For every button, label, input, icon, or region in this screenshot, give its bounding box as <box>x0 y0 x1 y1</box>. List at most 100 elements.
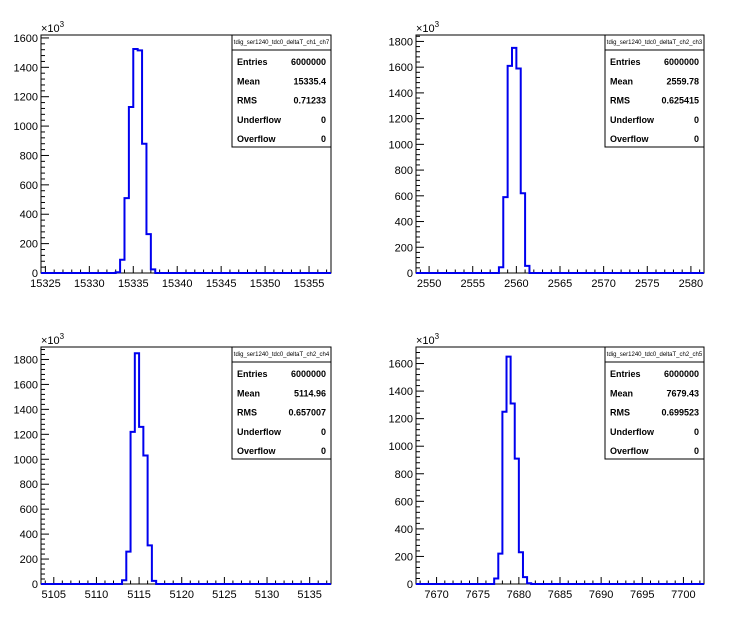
y-tick-label: 0 <box>32 268 38 280</box>
stats-value: 6000000 <box>664 57 699 67</box>
x-tick-label: 2565 <box>548 278 572 290</box>
histogram-panel: 15325 15330 15335 15340 15345 15350 15355 0 200 4… <box>14 20 332 290</box>
stats-box: tdig_ser1240_tdc0_deltaT_ch2_ch5 Entries 6… <box>604 346 705 460</box>
stats-value: 6000000 <box>664 369 699 379</box>
y-tick-label: 600 <box>395 496 413 508</box>
x-tick-label: 7690 <box>589 589 613 601</box>
stats-value: 0.625415 <box>661 96 699 106</box>
y-exponent-base: ×10 <box>41 335 60 347</box>
stats-value: 15335.4 <box>293 76 326 86</box>
y-tick-label: 1800 <box>389 36 413 48</box>
y-tick-label: 1600 <box>14 379 38 391</box>
histogram-outline <box>416 355 704 585</box>
stats-box: tdig_ser1240_tdc0_deltaT_ch2_ch4 Entries 6… <box>231 346 332 460</box>
y-tick-label: 1800 <box>14 354 38 366</box>
y-tick-label: 800 <box>20 479 38 491</box>
y-exponent-power: 3 <box>60 20 65 29</box>
stats-value: 7679.43 <box>666 388 699 398</box>
x-tick-label: 2560 <box>504 278 528 290</box>
y-tick-label: 0 <box>407 579 413 591</box>
stats-label: Underflow <box>237 115 282 125</box>
y-exponent-power: 3 <box>435 332 440 341</box>
stats-value: 0 <box>694 427 699 437</box>
y-tick-label: 200 <box>395 551 413 563</box>
stats-label: RMS <box>237 96 257 106</box>
stats-value: 0.699523 <box>661 408 699 418</box>
y-tick-label: 400 <box>395 217 413 229</box>
y-tick-label: 0 <box>407 268 413 280</box>
x-tick-label: 15335 <box>118 278 149 290</box>
y-tick-label: 1000 <box>14 454 38 466</box>
x-tick-label: 2550 <box>417 278 441 290</box>
y-exponent-label: ×103 <box>416 20 440 35</box>
x-tick-label: 15330 <box>74 278 105 290</box>
y-tick-label: 1000 <box>389 139 413 151</box>
stats-value: 0.71233 <box>293 96 326 106</box>
histogram-bin <box>512 48 516 273</box>
y-tick-label: 600 <box>20 180 38 192</box>
stats-label: Entries <box>237 57 268 67</box>
stats-box-frame <box>604 346 705 460</box>
stats-label: Mean <box>237 76 260 86</box>
stats-value: 2559.78 <box>666 76 699 86</box>
stats-label: Mean <box>610 388 633 398</box>
x-tick-label: 2575 <box>635 278 659 290</box>
stats-box-title: tdig_ser1240_tdc0_deltaT_ch1_ch7 <box>234 40 330 46</box>
y-tick-label: 400 <box>20 209 38 221</box>
stats-label: Entries <box>610 57 641 67</box>
y-exponent-label: ×103 <box>41 332 65 347</box>
stats-label: Overflow <box>237 134 277 144</box>
stats-label: Entries <box>610 369 641 379</box>
y-tick-label: 200 <box>395 242 413 254</box>
y-tick-label: 800 <box>395 165 413 177</box>
x-tick-label: 2570 <box>591 278 615 290</box>
x-tick-label: 5135 <box>297 589 321 601</box>
x-tick-label: 2580 <box>679 278 703 290</box>
x-tick-label: 15325 <box>30 278 61 290</box>
y-tick-label: 1400 <box>14 62 38 74</box>
y-exponent-base: ×10 <box>416 335 435 347</box>
x-tick-label: 7675 <box>465 589 489 601</box>
y-tick-label: 1600 <box>389 359 413 371</box>
stats-box-title: tdig_ser1240_tdc0_deltaT_ch2_ch3 <box>607 40 703 46</box>
histogram-panel: 7670 7675 7680 7685 7690 7695 7700 0 200 400 600 80… <box>389 332 705 601</box>
y-exponent-base: ×10 <box>416 23 435 35</box>
y-tick-label: 200 <box>20 239 38 251</box>
x-tick-label: 15340 <box>162 278 193 290</box>
stats-label: Mean <box>610 76 633 86</box>
y-tick-label: 1200 <box>389 114 413 126</box>
stats-box-frame <box>231 34 332 148</box>
stats-value: 0 <box>321 115 326 125</box>
y-tick-label: 1200 <box>389 414 413 426</box>
y-tick-label: 400 <box>20 529 38 541</box>
stats-box-title: tdig_ser1240_tdc0_deltaT_ch2_ch4 <box>234 352 330 358</box>
stats-value: 0.657007 <box>288 408 326 418</box>
x-tick-label: 7695 <box>630 589 654 601</box>
stats-value: 0 <box>694 446 699 456</box>
stats-label: Overflow <box>610 134 650 144</box>
histogram-panel: 2550 2555 2560 2565 2570 2575 2580 0 200 400 600 80… <box>389 20 705 290</box>
stats-box-frame <box>604 34 705 148</box>
stats-label: Entries <box>237 369 268 379</box>
x-tick-label: 5120 <box>169 589 193 601</box>
y-tick-label: 1200 <box>14 429 38 441</box>
y-tick-label: 1400 <box>389 88 413 100</box>
y-tick-label: 800 <box>395 469 413 481</box>
stats-value: 0 <box>321 134 326 144</box>
x-tick-label: 7670 <box>424 589 448 601</box>
y-tick-label: 600 <box>395 191 413 203</box>
histogram-panel: 5105 5110 5115 5120 5125 5130 5135 0 200 400 600 80… <box>14 332 332 601</box>
stats-label: Overflow <box>610 446 650 456</box>
x-tick-label: 5105 <box>42 589 66 601</box>
stats-value: 6000000 <box>291 369 326 379</box>
y-tick-label: 1400 <box>14 404 38 416</box>
y-tick-label: 1200 <box>14 92 38 104</box>
y-tick-label: 1000 <box>14 121 38 133</box>
y-tick-label: 400 <box>395 524 413 536</box>
x-tick-label: 7700 <box>671 589 695 601</box>
stats-value: 0 <box>321 446 326 456</box>
y-exponent-label: ×103 <box>41 20 65 35</box>
x-tick-label: 7680 <box>507 589 531 601</box>
y-tick-label: 1000 <box>389 441 413 453</box>
x-tick-label: 2555 <box>460 278 484 290</box>
